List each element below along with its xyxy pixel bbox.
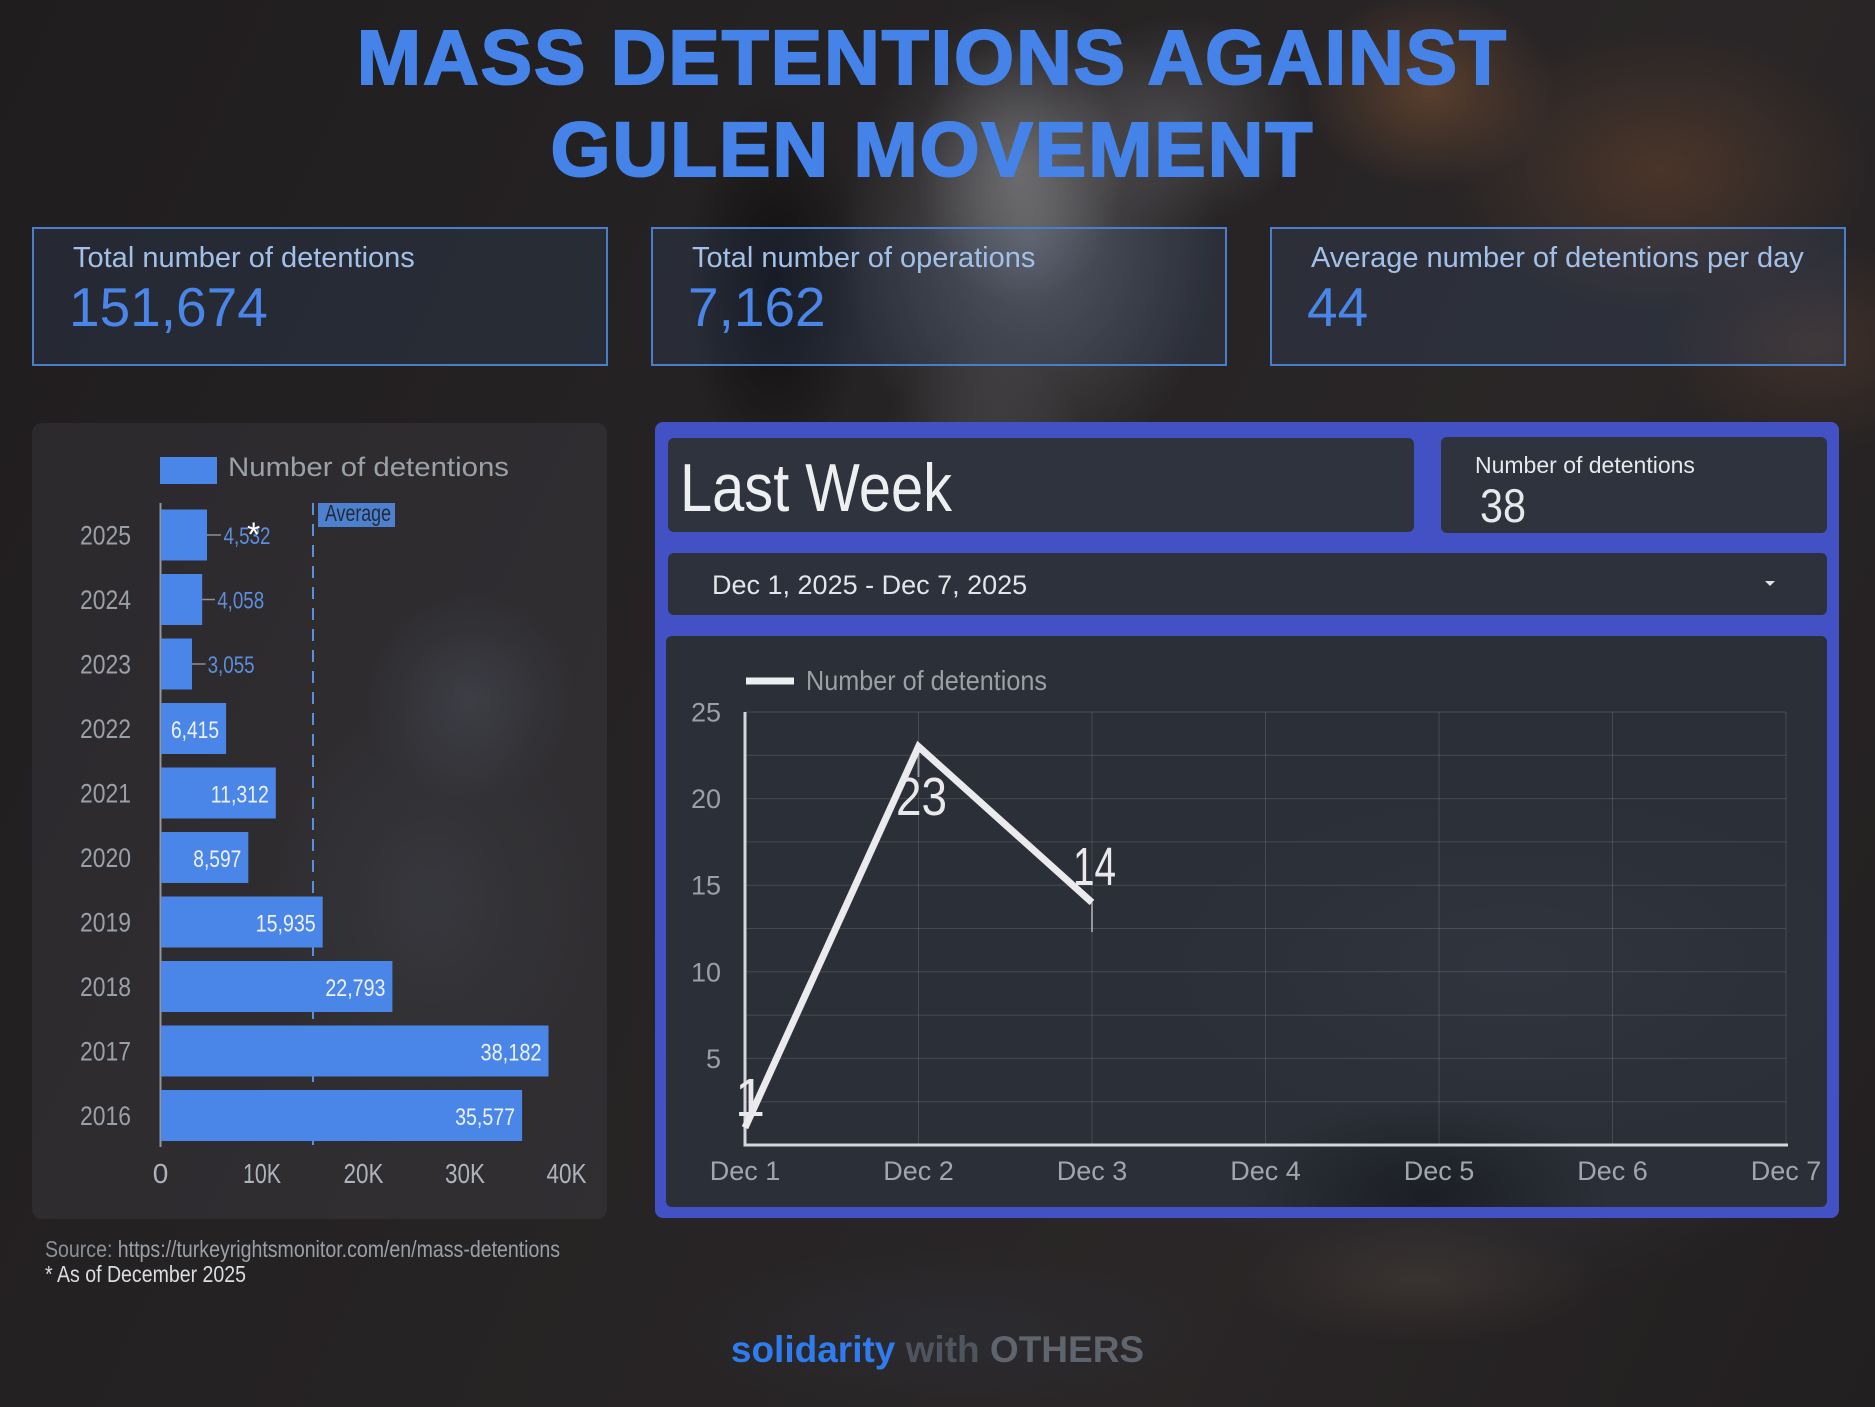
svg-text:2023: 2023 [80,650,131,680]
svg-text:Dec 7: Dec 7 [1751,1156,1822,1186]
svg-text:10: 10 [691,957,721,987]
svg-text:Dec 5: Dec 5 [1404,1156,1475,1186]
svg-text:25: 25 [691,698,721,728]
svg-text:15: 15 [691,871,721,901]
svg-text:Number of detentions: Number of detentions [806,665,1047,696]
svg-text:2025: 2025 [80,521,131,551]
svg-text:Number of detentions: Number of detentions [228,452,509,482]
svg-text:11,312: 11,312 [211,782,269,809]
svg-text:30K: 30K [445,1158,485,1189]
svg-text:2024: 2024 [80,585,131,615]
svg-text:Average: Average [325,500,391,526]
svg-text:2021: 2021 [80,779,131,809]
svg-text:Dec 2: Dec 2 [883,1156,954,1186]
svg-text:6,415: 6,415 [171,717,219,744]
svg-text:8,597: 8,597 [193,846,241,873]
svg-text:23: 23 [896,767,947,827]
svg-text:22,793: 22,793 [325,975,385,1002]
svg-text:14: 14 [1073,837,1116,897]
svg-text:20: 20 [691,784,721,814]
svg-text:Dec 6: Dec 6 [1577,1156,1648,1186]
svg-text:4,058: 4,058 [217,588,264,615]
svg-text:Dec 3: Dec 3 [1057,1156,1128,1186]
svg-text:5: 5 [706,1044,721,1074]
svg-text:2016: 2016 [80,1101,131,1131]
svg-text:0: 0 [153,1158,169,1189]
svg-text:2019: 2019 [80,908,131,938]
svg-text:3,055: 3,055 [208,652,255,679]
svg-text:20K: 20K [344,1158,384,1189]
svg-text:4,532: 4,532 [224,523,271,550]
svg-text:*: * [247,516,260,554]
svg-text:2017: 2017 [80,1037,131,1067]
svg-text:10K: 10K [243,1158,281,1189]
svg-text:2018: 2018 [80,972,131,1002]
svg-text:2022: 2022 [80,714,131,744]
svg-text:38,182: 38,182 [481,1040,542,1067]
svg-text:2020: 2020 [80,843,131,873]
svg-text:1: 1 [735,1068,765,1128]
svg-text:40K: 40K [547,1158,587,1189]
svg-text:15,935: 15,935 [256,911,316,938]
svg-text:Dec 4: Dec 4 [1230,1156,1301,1186]
svg-text:Dec 1: Dec 1 [710,1156,781,1186]
svg-text:35,577: 35,577 [455,1104,515,1131]
